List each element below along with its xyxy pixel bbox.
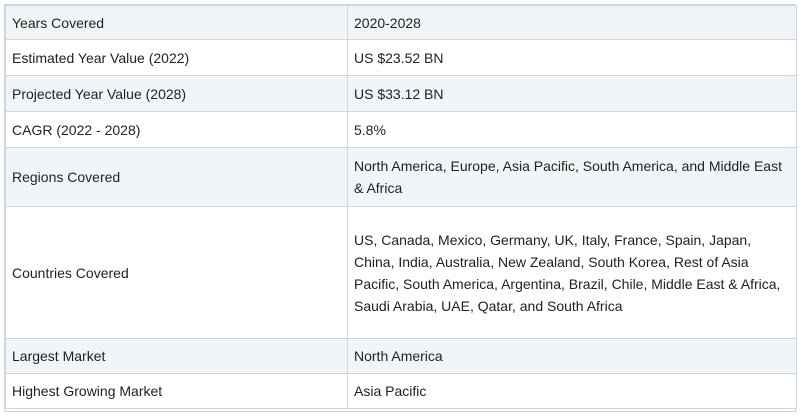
row-label: CAGR (2022 - 2028): [5, 111, 348, 148]
report-scope-table-frame: Years Covered 2020-2028 Estimated Year V…: [4, 4, 797, 412]
table-row-largest-market: Largest Market North America: [5, 338, 797, 374]
row-label: Countries Covered: [5, 206, 348, 339]
row-value: North America, Europe, Asia Pacific, Sou…: [347, 147, 797, 207]
row-label: Estimated Year Value (2022): [5, 39, 348, 76]
table-row-regions-covered: Regions Covered North America, Europe, A…: [5, 147, 797, 207]
row-label: Regions Covered: [5, 147, 348, 207]
row-value: US $33.12 BN: [347, 75, 797, 112]
table-row-years-covered: Years Covered 2020-2028: [5, 5, 797, 40]
row-label: Years Covered: [5, 5, 348, 40]
table-row-estimated-year-value: Estimated Year Value (2022) US $23.52 BN: [5, 39, 797, 76]
row-value: US, Canada, Mexico, Germany, UK, Italy, …: [347, 206, 797, 339]
report-scope-table: Years Covered 2020-2028 Estimated Year V…: [5, 5, 797, 409]
row-label: Projected Year Value (2028): [5, 75, 348, 112]
row-value: North America: [347, 338, 797, 374]
table-row-highest-growing-market: Highest Growing Market Asia Pacific: [5, 373, 797, 409]
row-label: Highest Growing Market: [5, 373, 348, 409]
row-value: 5.8%: [347, 111, 797, 148]
row-value: 2020-2028: [347, 5, 797, 40]
row-value: Asia Pacific: [347, 373, 797, 409]
table-row-cagr: CAGR (2022 - 2028) 5.8%: [5, 111, 797, 148]
row-label: Largest Market: [5, 338, 348, 374]
table-row-countries-covered: Countries Covered US, Canada, Mexico, Ge…: [5, 206, 797, 339]
table-row-projected-year-value: Projected Year Value (2028) US $33.12 BN: [5, 75, 797, 112]
row-value: US $23.52 BN: [347, 39, 797, 76]
